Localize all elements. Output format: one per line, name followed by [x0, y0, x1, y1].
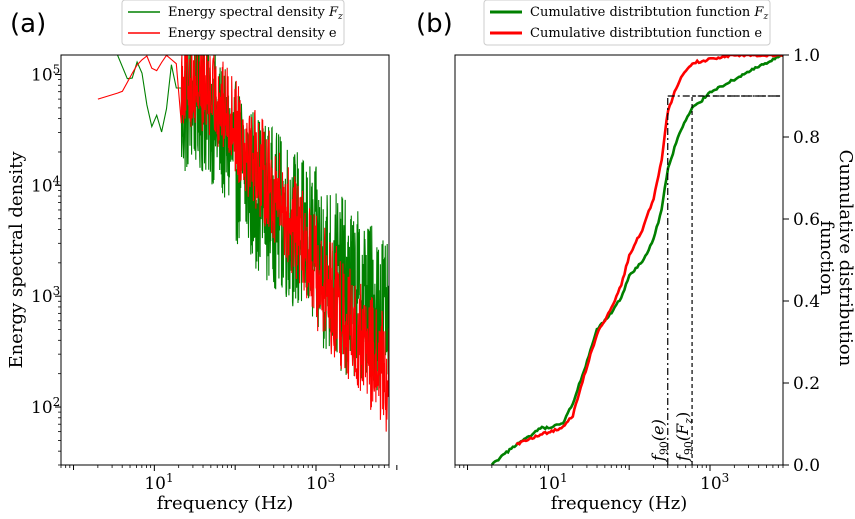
- panel-b-xtick-label-base: 10: [700, 474, 722, 494]
- panel-b-xtick-label: 103: [700, 471, 729, 494]
- panel-a-ytick-label-exp: 2: [53, 395, 61, 409]
- panel-a-xtick-label-base: 10: [306, 474, 328, 494]
- legend-a: Energy spectral density Fz Energy spectr…: [121, 0, 345, 46]
- legend-b-frame: [483, 0, 771, 46]
- panel-b-annotation-label-base: f: [673, 452, 692, 462]
- panel-a-xtick-label-base: 10: [144, 474, 166, 494]
- panel-b-series-group: [490, 55, 783, 465]
- panel-b-ylabel-line-2: function: [816, 220, 837, 296]
- panel-label-a: (a): [10, 9, 46, 39]
- panel-a-xtick-label: 103: [306, 471, 335, 494]
- panel-b-annotation-label-1: f90(Fz): [673, 412, 695, 462]
- legend-a-entry-1: Energy spectral density e: [168, 26, 337, 41]
- panel-a-ytick-label-base: 10: [31, 398, 53, 418]
- panel-b-series-line-0: [490, 55, 783, 465]
- panel-b-xtick-label-exp: 1: [560, 471, 568, 485]
- panel-a-ytick-label-exp: 4: [53, 173, 61, 187]
- panel-b-ytick-label: 0.4: [793, 292, 820, 312]
- panel-b-xtick-label-exp: 3: [722, 471, 730, 485]
- panel-b-annotation-label-argsub: z: [682, 418, 695, 425]
- legend-b: Cumulative distribtution function Fz Cum…: [483, 0, 771, 46]
- panel-a-ytick-label-base: 10: [31, 176, 53, 196]
- panel-a-ytick-label-exp: 3: [53, 284, 61, 298]
- panel-b-xtick-label-base: 10: [538, 474, 560, 494]
- panel-a-ytick-label-base: 10: [31, 66, 53, 86]
- panel-a-series-group: [97, 55, 389, 432]
- panel-a-ytick-label: 105: [31, 63, 60, 86]
- panel-a-series-line-1: [97, 55, 389, 432]
- legend-a-entry-0: Energy spectral density Fz: [168, 5, 343, 22]
- panel-a-xlabel: frequency (Hz): [157, 493, 293, 514]
- panel-b-annotation-label-base: f: [649, 452, 668, 462]
- panel-b-xtick-label: 101: [538, 471, 567, 494]
- panel-a-series-line-0: [97, 55, 389, 391]
- legend-a-frame: [121, 0, 345, 46]
- panel-b-annotation-label-sub: 90: [682, 441, 695, 455]
- panel-a-xtick-label-exp: 3: [328, 471, 336, 485]
- panel-b-ylabel-line-1: Cumulative distribution: [835, 150, 855, 367]
- panel-b-annotation-label-close: ): [673, 412, 692, 418]
- panel-label-b: (b): [416, 9, 453, 39]
- panel-b-ytick-label: 0.8: [793, 128, 820, 148]
- panel-b-frame: [454, 54, 784, 466]
- panel-b-xlabel: frequency (Hz): [551, 493, 687, 514]
- panel-b-ytick-label: 0.0: [793, 456, 820, 476]
- panel-b-annotation-label-0: f90(e): [649, 419, 671, 462]
- panel-a-ytick-label-base: 10: [31, 287, 53, 307]
- legend-b-entry-1: Cumulative distribtution function e: [530, 26, 762, 41]
- panel-b-ytick-label: 0.6: [793, 210, 820, 230]
- panel-a-frame: [60, 54, 390, 466]
- legend-b-entry-0: Cumulative distribtution function Fz: [530, 5, 768, 22]
- panel-a-ytick-label-exp: 5: [53, 63, 61, 77]
- panel-a-xtick-label-exp: 1: [166, 471, 174, 485]
- panel-a-xtick-label: 101: [144, 471, 173, 494]
- panel-a-ytick-label: 104: [31, 173, 61, 196]
- panel-b-annotation-label-sub: 90: [658, 441, 671, 455]
- panel-b-ytick-label: 1.0: [793, 46, 820, 66]
- panel-a-ytick-label: 102: [31, 395, 60, 418]
- panel-b-series-line-1: [515, 55, 783, 446]
- panel-b-annotation-label-arg: (e): [649, 419, 668, 441]
- panel-b-ytick-label: 0.2: [793, 374, 820, 394]
- panel-a-ytick-label: 103: [31, 284, 60, 307]
- panel-b-annotation-label-arg: (F: [673, 423, 692, 441]
- panel-a-ylabel: Energy spectral density: [6, 151, 27, 369]
